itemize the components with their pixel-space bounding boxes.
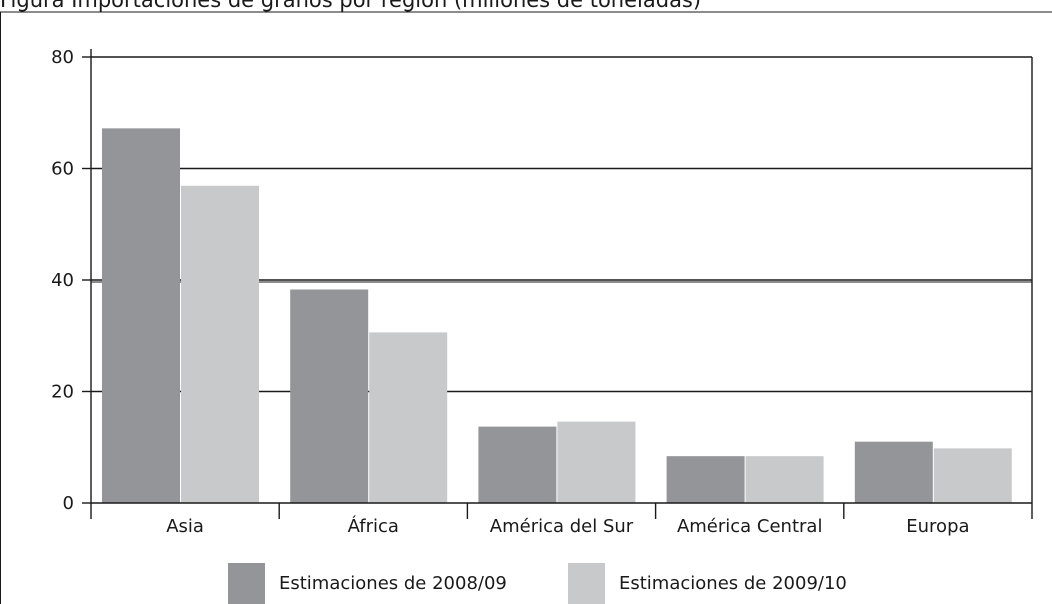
axes xyxy=(0,11,1052,604)
legend-swatch-series-2 xyxy=(568,563,605,604)
bar-2-2 xyxy=(369,332,448,503)
y-tick-label-20: 20 xyxy=(51,382,74,403)
bar-1-1 xyxy=(102,128,180,504)
bar-2-1 xyxy=(181,185,259,503)
legend-item-series-1: Estimaciones de 2008/09 xyxy=(228,563,507,604)
bar-2-3 xyxy=(557,421,636,503)
chart-title: Figura Importaciones de granos por regió… xyxy=(0,0,702,12)
bar-1-5 xyxy=(854,441,933,503)
x-tick-label-1: Asia xyxy=(166,516,204,537)
x-tick-label-2: África xyxy=(348,515,399,537)
y-tick-label-0: 0 xyxy=(63,493,74,514)
y-tick-label-60: 60 xyxy=(51,159,74,180)
bar-2-4 xyxy=(745,456,824,503)
x-tick-label-4: América Central xyxy=(677,516,823,537)
legend-swatch-series-1 xyxy=(228,563,265,604)
legend-label-series-2: Estimaciones de 2009/10 xyxy=(619,573,847,594)
y-tick-labels: 0 20 40 60 80 xyxy=(51,47,74,514)
x-tick-labels: Asia África América del Sur América Central… xyxy=(166,515,969,537)
bar-2-5 xyxy=(933,448,1012,503)
legend: Estimaciones de 2008/09 Estimaciones de … xyxy=(0,563,1052,604)
x-tick-label-3: América del Sur xyxy=(490,516,634,537)
legend-item-series-2: Estimaciones de 2009/10 xyxy=(568,563,847,604)
bar-1-2 xyxy=(290,289,369,503)
bar-1-4 xyxy=(666,456,745,503)
legend-label-series-1: Estimaciones de 2008/09 xyxy=(279,573,507,594)
y-tick-label-80: 80 xyxy=(51,47,74,68)
bars xyxy=(102,128,1012,504)
bar-1-3 xyxy=(478,426,557,503)
x-tick-label-5: Europa xyxy=(906,516,969,537)
y-tick-label-40: 40 xyxy=(51,270,74,291)
